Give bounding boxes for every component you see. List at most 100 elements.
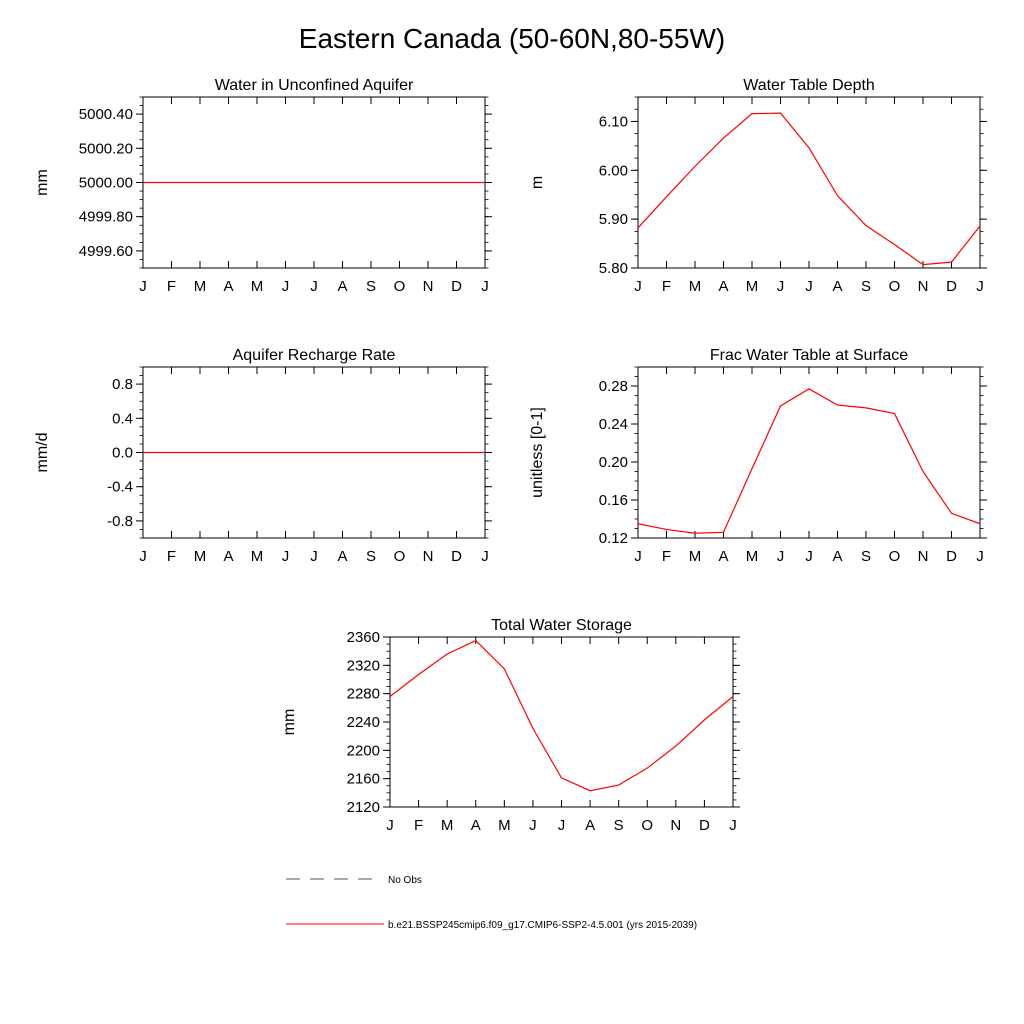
water-table-depth-xtick-label: O: [889, 278, 901, 295]
legend-model-label: b.e21.BSSP245cmip6.f09_g17.CMIP6-SSP2-4.…: [388, 920, 697, 931]
recharge-rate-ytick-label: 0.8: [112, 376, 133, 393]
water-table-depth-xtick-label: J: [805, 278, 813, 295]
total-water-storage-xtick-label: A: [471, 817, 481, 834]
total-water-storage-series-line: [389, 639, 734, 792]
frac-water-table-xtick-label: J: [976, 548, 984, 565]
total-water-storage-xtick-label: N: [670, 817, 681, 834]
aquifer-water-xtick-label: M: [194, 278, 207, 295]
frac-water-table-xtick-label: F: [662, 548, 671, 565]
aquifer-water-xtick-label: D: [451, 278, 462, 295]
aquifer-water-ylabel: mm: [34, 169, 51, 196]
aquifer-water-xtick-label: S: [366, 278, 376, 295]
water-table-depth-xtick-label: A: [718, 278, 728, 295]
water-table-depth-xtick-label: J: [976, 278, 984, 295]
total-water-storage-ylabel: mm: [281, 709, 298, 736]
total-water-storage-xtick-label: O: [641, 817, 653, 834]
frac-water-table-ytick-label: 0.24: [599, 416, 628, 433]
water-table-depth-ytick-label: 5.90: [599, 211, 628, 228]
frac-water-table-xtick-label: O: [889, 548, 901, 565]
recharge-rate-xtick-label: N: [423, 548, 434, 565]
aquifer-water-xtick-label: M: [251, 278, 264, 295]
aquifer-water-xtick-label: F: [167, 278, 176, 295]
water-table-depth-frame: [637, 96, 981, 269]
water-table-depth-ytick-label: 6.00: [599, 162, 628, 179]
aquifer-water-xtick-label: J: [481, 278, 489, 295]
water-table-depth-ytick-label: 6.10: [599, 113, 628, 130]
aquifer-water-xtick-label: A: [223, 278, 233, 295]
frac-water-table-frame: [637, 366, 981, 539]
total-water-storage-ytick-label: 2280: [347, 686, 380, 703]
aquifer-water-xtick-label: A: [337, 278, 347, 295]
frac-water-table-xtick-label: A: [832, 548, 842, 565]
recharge-rate-xtick-label: F: [167, 548, 176, 565]
frac-water-table-xtick-label: S: [861, 548, 871, 565]
frac-water-table-xtick-label: D: [946, 548, 957, 565]
water-table-depth-xtick-label: F: [662, 278, 671, 295]
frac-water-table-xtick-label: M: [689, 548, 702, 565]
frac-water-table-xtick-label: J: [634, 548, 642, 565]
recharge-rate-ylabel: mm/d: [34, 433, 51, 473]
aquifer-water-xtick-label: J: [310, 278, 318, 295]
frac-water-table-xtick-label: J: [805, 548, 813, 565]
total-water-storage-title: Total Water Storage: [491, 617, 632, 634]
frac-water-table-ylabel: unitless [0-1]: [529, 407, 546, 498]
recharge-rate-xtick-label: J: [481, 548, 489, 565]
frac-water-table-xtick-label: A: [718, 548, 728, 565]
recharge-rate-xtick-label: O: [394, 548, 406, 565]
recharge-rate-ytick-label: 0.0: [112, 445, 133, 462]
recharge-rate-xtick-label: J: [310, 548, 318, 565]
total-water-storage-xtick-label: S: [614, 817, 624, 834]
water-table-depth-ylabel: m: [529, 176, 546, 189]
frac-water-table-ytick-label: 0.28: [599, 378, 628, 395]
total-water-storage-ytick-label: 2240: [347, 714, 380, 731]
aquifer-water-ytick-label: 4999.80: [79, 209, 133, 226]
recharge-rate-xtick-label: A: [337, 548, 347, 565]
legend-obs-label: No Obs: [388, 875, 422, 886]
water-table-depth-xtick-label: J: [634, 278, 642, 295]
frac-water-table-ytick-label: 0.20: [599, 454, 628, 471]
total-water-storage-ytick-label: 2120: [347, 799, 380, 816]
recharge-rate-xtick-label: J: [282, 548, 290, 565]
figure-title: Eastern Canada (50-60N,80-55W): [298, 23, 726, 54]
recharge-rate-xtick-label: J: [139, 548, 147, 565]
total-water-storage-ytick-label: 2360: [347, 629, 380, 646]
total-water-storage-xtick-label: J: [558, 817, 566, 834]
frac-water-table-xtick-label: N: [918, 548, 929, 565]
aquifer-water-title: Water in Unconfined Aquifer: [215, 77, 414, 94]
total-water-storage-ytick-label: 2160: [347, 771, 380, 788]
legend: No Obs b.e21.BSSP245cmip6.f09_g17.CMIP6-…: [286, 875, 697, 931]
water-table-depth-xtick-label: D: [946, 278, 957, 295]
water-table-depth-xtick-label: N: [918, 278, 929, 295]
water-table-depth-title: Water Table Depth: [743, 77, 875, 94]
aquifer-water-ytick-label: 5000.40: [79, 106, 133, 123]
aquifer-water-ytick-label: 5000.00: [79, 175, 133, 192]
aquifer-water-xtick-label: J: [282, 278, 290, 295]
total-water-storage-frame: [389, 636, 734, 808]
total-water-storage-xtick-label: J: [529, 817, 537, 834]
frac-water-table-xtick-label: M: [746, 548, 759, 565]
frac-water-table-xtick-label: J: [777, 548, 785, 565]
recharge-rate-title: Aquifer Recharge Rate: [233, 347, 396, 364]
total-water-storage-xtick-label: M: [498, 817, 511, 834]
total-water-storage-xtick-label: M: [441, 817, 454, 834]
recharge-rate-ytick-label: 0.4: [112, 410, 133, 427]
recharge-rate-xtick-label: S: [366, 548, 376, 565]
water-table-depth-xtick-label: J: [777, 278, 785, 295]
recharge-rate-xtick-label: M: [194, 548, 207, 565]
water-table-depth-xtick-label: S: [861, 278, 871, 295]
total-water-storage-ytick-label: 2200: [347, 742, 380, 759]
total-water-storage-xtick-label: D: [699, 817, 710, 834]
water-table-depth-xtick-label: M: [746, 278, 759, 295]
total-water-storage-xtick-label: J: [729, 817, 737, 834]
recharge-rate-xtick-label: A: [223, 548, 233, 565]
total-water-storage-xtick-label: F: [414, 817, 423, 834]
recharge-rate-ytick-label: -0.4: [107, 479, 133, 496]
aquifer-water-xtick-label: N: [423, 278, 434, 295]
total-water-storage-xtick-label: J: [386, 817, 394, 834]
recharge-rate-xtick-label: M: [251, 548, 264, 565]
